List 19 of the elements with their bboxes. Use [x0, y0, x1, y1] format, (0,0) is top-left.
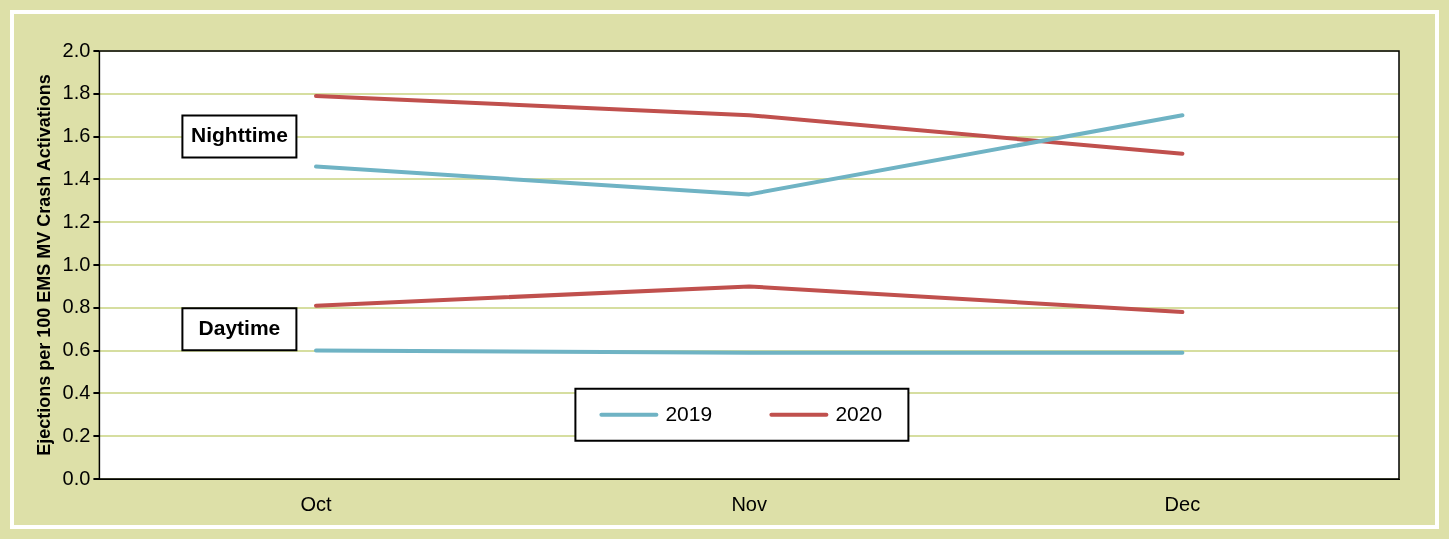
y-tick-label: 1.8 — [62, 81, 91, 104]
annotation: Nighttime — [190, 123, 288, 147]
annotation: Daytime — [198, 316, 281, 339]
legend-label: 2020 — [835, 401, 883, 425]
y-tick-label: 1.4 — [62, 166, 91, 189]
y-tick-label: 1.6 — [62, 124, 91, 147]
y-axis-title: Ejections per 100 EMS MV Crash Activations — [33, 74, 54, 456]
x-tick-label: Nov — [731, 492, 767, 515]
y-tick-label: 1.0 — [62, 252, 91, 275]
y-tick-label: 0.0 — [62, 466, 91, 489]
x-tick-label: Dec — [1164, 492, 1201, 515]
y-tick-label: 0.8 — [62, 295, 91, 318]
y-tick-label: 0.6 — [62, 338, 91, 361]
y-tick-label: 2.0 — [62, 38, 91, 61]
y-tick-label: 1.2 — [62, 209, 91, 232]
legend-label: 2019 — [665, 401, 713, 425]
x-tick-label: Oct — [300, 492, 332, 515]
y-tick-label: 0.4 — [62, 380, 91, 403]
y-tick-label: 0.2 — [62, 423, 91, 446]
